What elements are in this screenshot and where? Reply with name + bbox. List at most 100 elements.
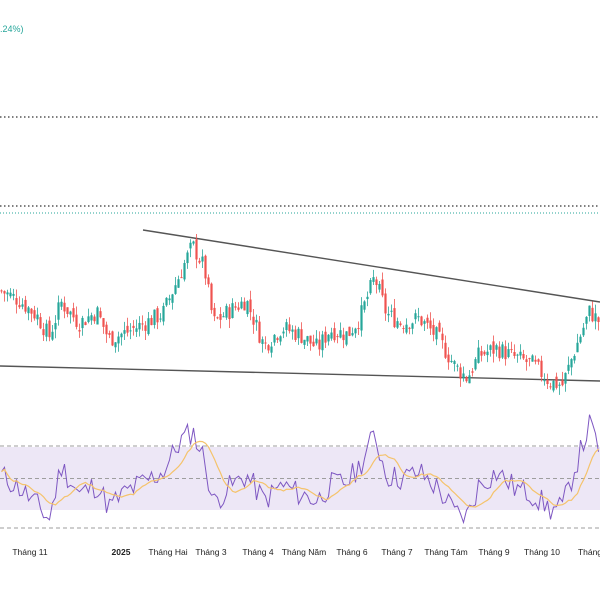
candle-body	[171, 294, 174, 303]
candle-body	[93, 316, 96, 322]
candle-body	[42, 329, 45, 336]
candle-body	[318, 339, 321, 350]
candle-body	[411, 323, 414, 329]
candle-body	[291, 329, 294, 332]
candle-body	[330, 332, 333, 339]
candle-body	[63, 302, 66, 312]
candle-body	[54, 323, 57, 330]
candle-body	[534, 359, 537, 362]
candle-body	[447, 354, 450, 363]
candle-body	[183, 262, 186, 280]
candle-body	[204, 255, 207, 279]
candle-body	[360, 305, 363, 331]
candle-body	[162, 305, 165, 322]
candle-body	[192, 241, 195, 244]
candle-body	[219, 314, 222, 320]
candle-body	[522, 353, 525, 359]
candle-body	[432, 324, 435, 335]
candle-body	[168, 298, 171, 301]
candle-body	[258, 321, 261, 343]
candle-body	[366, 296, 369, 300]
candle-body	[33, 310, 36, 319]
candle-body	[141, 323, 144, 325]
candle-body	[243, 301, 246, 311]
candle-body	[564, 372, 567, 384]
candle-body	[528, 358, 531, 360]
candle-body	[78, 330, 81, 332]
candle-body	[585, 316, 588, 324]
candle-body	[345, 331, 348, 345]
candle-body	[237, 307, 240, 310]
candle-body	[351, 333, 354, 336]
candle-body	[393, 308, 396, 328]
candle-body	[135, 328, 138, 332]
candle-body	[48, 320, 51, 338]
x-tick-label: Tháng 7	[381, 547, 412, 557]
candle-body	[576, 342, 579, 353]
candle-body	[597, 317, 600, 323]
candle-body	[300, 329, 303, 343]
candle-body	[375, 279, 378, 286]
candle-body	[27, 307, 30, 314]
candle-body	[477, 347, 480, 363]
candle-body	[459, 367, 462, 379]
candle-body	[114, 342, 117, 348]
candle-body	[570, 359, 573, 368]
candle-body	[501, 344, 504, 358]
candle-body	[231, 303, 234, 319]
candle-body	[246, 301, 249, 315]
candle-body	[333, 328, 336, 341]
candle-body	[126, 325, 129, 333]
candle-body	[498, 346, 501, 359]
x-tick-label: Tháng Tám	[424, 547, 467, 557]
candle-body	[504, 346, 507, 360]
candle-body	[537, 359, 540, 362]
candle-body	[87, 316, 90, 322]
candle-body	[270, 346, 273, 353]
candle-body	[117, 336, 120, 344]
candle-body	[294, 329, 297, 340]
candle-body	[156, 308, 159, 323]
candle-body	[417, 316, 420, 318]
candle-body	[309, 335, 312, 344]
candle-body	[591, 307, 594, 322]
candle-body	[327, 334, 330, 342]
candle-body	[495, 345, 498, 350]
x-tick-label: Tháng 3	[195, 547, 226, 557]
candle-body	[210, 283, 213, 311]
candle-body	[372, 277, 375, 282]
candle-body	[6, 292, 9, 295]
candle-body	[402, 328, 405, 330]
candle-body	[12, 293, 15, 296]
candle-body	[201, 256, 204, 262]
candle-body	[255, 319, 258, 323]
candle-body	[261, 339, 264, 344]
candle-body	[438, 322, 441, 332]
candle-body	[387, 313, 390, 316]
candle-body	[276, 338, 279, 340]
candle-body	[342, 334, 345, 341]
candle-body	[555, 376, 558, 388]
candle-body	[195, 239, 198, 260]
candle-body	[558, 384, 561, 386]
candle-body	[60, 301, 63, 307]
candle-body	[396, 321, 399, 328]
candle-body	[108, 333, 111, 335]
candle-body	[588, 305, 591, 316]
candle-body	[159, 318, 162, 320]
candle-body	[66, 307, 69, 314]
candle-body	[129, 330, 132, 332]
candle-body	[519, 351, 522, 356]
candle-body	[483, 351, 486, 355]
candle-body	[390, 310, 393, 312]
candle-body	[228, 307, 231, 320]
candle-body	[153, 309, 156, 325]
candle-body	[480, 351, 483, 356]
candle-body	[456, 365, 459, 367]
candle-body	[594, 313, 597, 322]
candle-body	[252, 316, 255, 325]
candle-body	[279, 336, 282, 342]
candle-body	[444, 342, 447, 358]
